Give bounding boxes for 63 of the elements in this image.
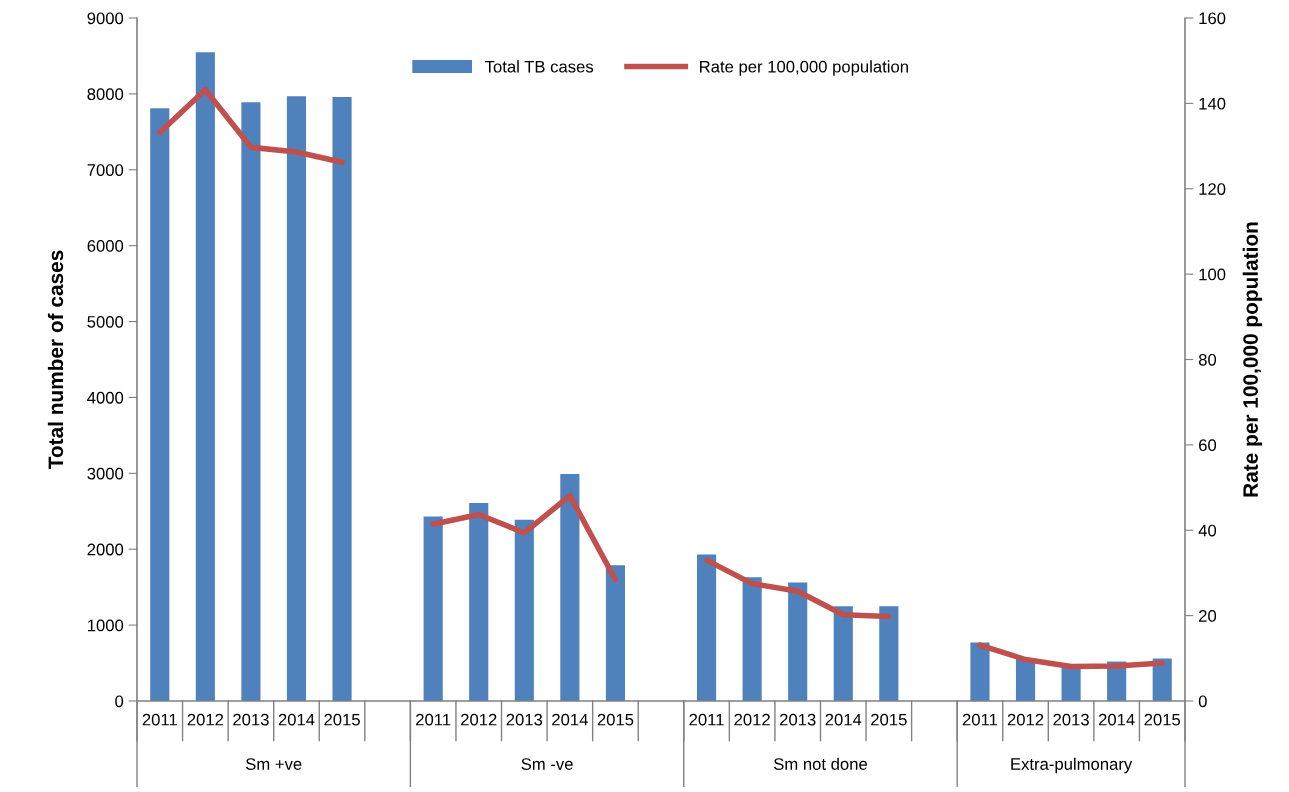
y-tick-label: 4000 bbox=[87, 391, 124, 404]
legend-label: Rate per 100,000 population bbox=[700, 60, 908, 76]
y-tick-label: 0 bbox=[115, 695, 124, 708]
x-tick-label: 2013 bbox=[1053, 713, 1089, 726]
text: Sm not done bbox=[773, 757, 867, 770]
y2-tick-label: 80 bbox=[1198, 353, 1217, 366]
bar bbox=[697, 554, 717, 701]
x-tick-label: 2013 bbox=[506, 713, 543, 726]
y-tick-label: 5000 bbox=[87, 315, 124, 328]
y-tick-label: 1000 bbox=[88, 619, 124, 632]
bar bbox=[423, 516, 443, 701]
x-tick-label: 2012 bbox=[187, 713, 224, 726]
x-tick-label: 2013 bbox=[780, 713, 816, 726]
text: Extra-pulmonary bbox=[1011, 757, 1133, 774]
x-tick-label: 2012 bbox=[461, 713, 497, 726]
x-tick-label: 2013 bbox=[233, 713, 269, 726]
x-tick-label: 2015 bbox=[324, 713, 360, 726]
x-tick-label: 2012 bbox=[734, 713, 770, 726]
x-tick-label: 2015 bbox=[597, 713, 634, 726]
y2-axis-title: Rate per 100,000 population bbox=[1242, 222, 1263, 497]
legend-label: Total TB cases bbox=[485, 60, 594, 73]
x-tick-label: 2011 bbox=[689, 713, 724, 726]
y2-tick-label: 40 bbox=[1198, 524, 1217, 537]
x-tick-label: 2011 bbox=[142, 713, 177, 726]
y2-tick-label: 140 bbox=[1199, 97, 1226, 110]
x-tick-label: 2011 bbox=[962, 713, 998, 726]
y2-tick-label: 60 bbox=[1199, 439, 1217, 452]
y-tick-label: 8000 bbox=[87, 88, 124, 101]
bar bbox=[788, 582, 808, 701]
bar bbox=[833, 606, 853, 701]
x-tick-label: 2015 bbox=[871, 713, 907, 726]
x-tick-label: 2012 bbox=[1007, 713, 1044, 726]
bar bbox=[514, 519, 534, 701]
x-tick-label: 2015 bbox=[1144, 713, 1181, 726]
text: Sm -ve bbox=[521, 758, 573, 770]
x-tick-label: 2014 bbox=[825, 713, 862, 726]
y2-tick-label: 0 bbox=[1198, 695, 1207, 708]
text: Sm +ve bbox=[245, 758, 302, 770]
x-tick-label: 2011 bbox=[416, 713, 451, 726]
y-tick-label: 2000 bbox=[87, 543, 124, 556]
x-tick-label: 2014 bbox=[1098, 713, 1135, 726]
bar bbox=[970, 642, 990, 701]
bar bbox=[469, 502, 489, 701]
bar bbox=[195, 52, 215, 701]
bar bbox=[332, 96, 352, 701]
bar bbox=[286, 96, 307, 701]
y-tick-label: 3000 bbox=[87, 467, 124, 480]
y-tick-label: 9000 bbox=[87, 12, 124, 25]
y2-tick-label: 120 bbox=[1199, 183, 1226, 195]
y2-tick-label: 100 bbox=[1199, 268, 1226, 281]
bar bbox=[241, 102, 261, 701]
y-tick-label: 7000 bbox=[87, 164, 124, 176]
bar bbox=[605, 565, 625, 701]
bar bbox=[560, 474, 580, 701]
y-axis-title: Total number of cases bbox=[47, 250, 64, 470]
x-tick-label: 2014 bbox=[552, 713, 588, 726]
y2-tick-label: 160 bbox=[1199, 12, 1226, 25]
bar bbox=[879, 606, 899, 701]
y2-tick-label: 20 bbox=[1199, 610, 1217, 622]
bar bbox=[742, 577, 762, 701]
x-tick-label: 2014 bbox=[278, 713, 315, 726]
bar bbox=[150, 108, 170, 701]
y-tick-label: 6000 bbox=[87, 240, 124, 252]
